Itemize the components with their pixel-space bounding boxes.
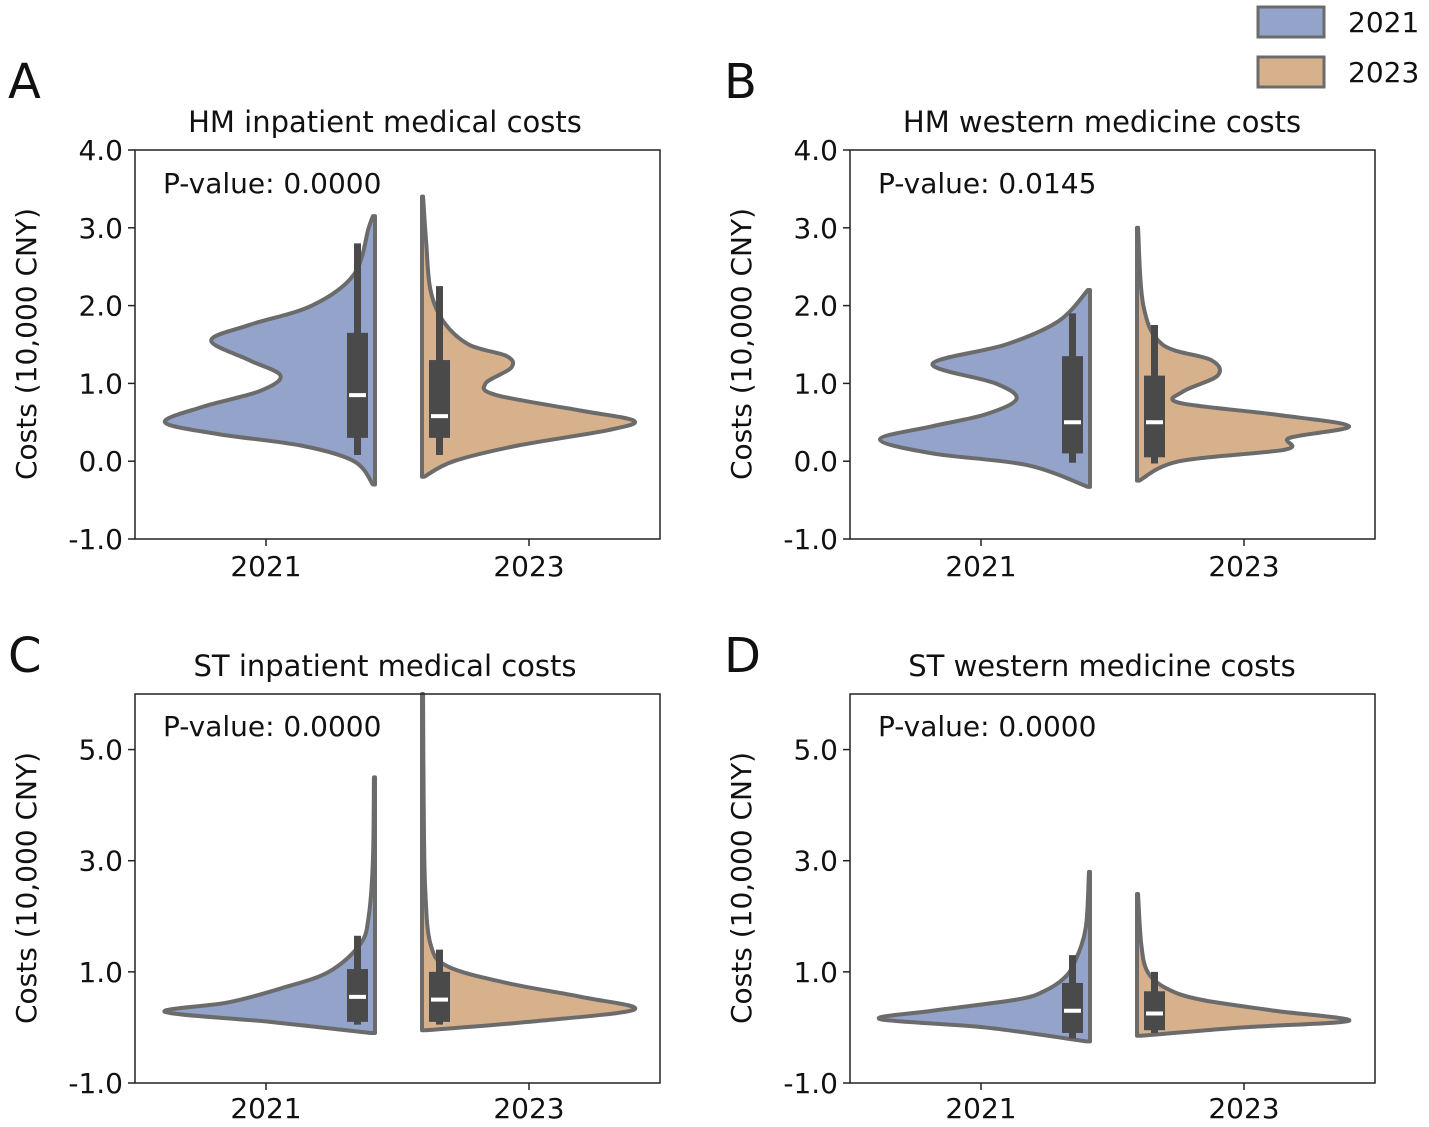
violin-2023-a: [420, 194, 638, 479]
y-tick-label-b: 0.0: [793, 445, 838, 478]
y-tick-label-c: -1.0: [68, 1067, 123, 1100]
violin-2021-a: [162, 214, 377, 487]
y-tick-label-a: 4.0: [78, 134, 123, 167]
violin-2023-d: [1135, 892, 1352, 1038]
p-value-b: P-value: 0.0145: [878, 167, 1096, 200]
y-tick-label-d: 5.0: [793, 734, 838, 767]
violins-b: [878, 225, 1352, 489]
panel-c: C ST inpatient medical costs Costs (10,0…: [8, 628, 661, 1125]
panel-letter-c: C: [8, 628, 42, 684]
chart-title-d: ST western medicine costs: [908, 649, 1296, 683]
y-tick-label-a: -1.0: [68, 523, 123, 556]
iqr-box-2023-d: [1144, 991, 1165, 1031]
y-axis-label-a: Costs (10,000 CNY): [10, 208, 43, 480]
violin-2023-c: [420, 692, 638, 1033]
panel-d: D ST western medicine costs Costs (10,00…: [724, 628, 1376, 1125]
panel-letter-a: A: [8, 54, 41, 110]
iqr-box-2021-d: [1062, 982, 1083, 1033]
y-tick-label-c: 5.0: [78, 734, 123, 767]
violin-2021-d: [876, 869, 1092, 1044]
iqr-box-2023-b: [1144, 375, 1165, 458]
x-tick-c-2021: 2021: [230, 1092, 301, 1125]
panel-b: B HM western medicine costs Costs (10,00…: [724, 54, 1376, 583]
x-tick-b-2021: 2021: [945, 550, 1016, 583]
legend-swatch-2021: [1256, 5, 1326, 39]
y-ticks-b: -1.0 0.0 1.0 2.0 3.0 4.0: [783, 134, 850, 556]
y-tick-label-b: 4.0: [793, 134, 838, 167]
x-tick-d-2021: 2021: [945, 1092, 1016, 1125]
chart-title-a: HM inpatient medical costs: [188, 105, 582, 139]
violins-d: [876, 869, 1352, 1044]
panel-letter-d: D: [724, 628, 761, 684]
p-value-c: P-value: 0.0000: [163, 710, 381, 743]
iqr-box-2023-a: [429, 360, 450, 438]
y-ticks-a: -1.0 0.0 1.0 2.0 3.0 4.0: [68, 134, 135, 556]
panel-letter-b: B: [724, 54, 757, 110]
chart-title-b: HM western medicine costs: [903, 105, 1301, 139]
y-tick-label-b: 1.0: [793, 367, 838, 400]
y-tick-label-a: 0.0: [78, 445, 123, 478]
iqr-box-2023-c: [429, 971, 450, 1022]
y-tick-label-b: 2.0: [793, 290, 838, 323]
y-tick-label-d: 3.0: [793, 845, 838, 878]
plot-frame-a: [134, 149, 661, 540]
x-tick-b-2023: 2023: [1208, 550, 1279, 583]
violins-a: [162, 194, 638, 487]
violins-c: [162, 692, 638, 1035]
y-tick-label-b: -1.0: [783, 523, 838, 556]
p-value-d: P-value: 0.0000: [878, 710, 1096, 743]
legend-label-2021: 2021: [1348, 6, 1419, 39]
violin-2023-b: [1135, 225, 1352, 483]
x-tick-c-2023: 2023: [493, 1092, 564, 1125]
y-tick-label-b: 3.0: [793, 212, 838, 245]
plot-frame-d: [849, 693, 1376, 1084]
y-ticks-d: -1.0 1.0 3.0 5.0: [783, 734, 850, 1100]
x-tick-d-2023: 2023: [1208, 1092, 1279, 1125]
y-axis-label-d: Costs (10,000 CNY): [725, 752, 758, 1024]
iqr-box-2021-a: [347, 332, 368, 438]
y-axis-label-c: Costs (10,000 CNY): [10, 752, 43, 1024]
legend: 2021 2023: [1256, 5, 1419, 89]
y-tick-label-c: 1.0: [78, 956, 123, 989]
y-tick-label-a: 1.0: [78, 367, 123, 400]
violin-2021-c: [162, 775, 377, 1035]
panel-a: A HM inpatient medical costs Costs (10,0…: [8, 54, 661, 583]
iqr-box-2021-b: [1062, 356, 1083, 454]
legend-swatch-2023: [1256, 55, 1326, 89]
y-ticks-c: -1.0 1.0 3.0 5.0: [68, 734, 135, 1100]
x-tick-a-2021: 2021: [230, 550, 301, 583]
x-tick-a-2023: 2023: [493, 550, 564, 583]
y-tick-label-a: 2.0: [78, 290, 123, 323]
legend-label-2023: 2023: [1348, 56, 1419, 89]
y-tick-label-c: 3.0: [78, 845, 123, 878]
y-axis-label-b: Costs (10,000 CNY): [725, 208, 758, 480]
plot-frame-b: [849, 149, 1376, 540]
violin-2021-b: [878, 288, 1092, 489]
chart-title-c: ST inpatient medical costs: [193, 649, 576, 683]
y-tick-label-d: 1.0: [793, 956, 838, 989]
y-tick-label-a: 3.0: [78, 212, 123, 245]
y-tick-label-d: -1.0: [783, 1067, 838, 1100]
p-value-a: P-value: 0.0000: [163, 167, 381, 200]
plot-frame-c: [134, 693, 661, 1084]
